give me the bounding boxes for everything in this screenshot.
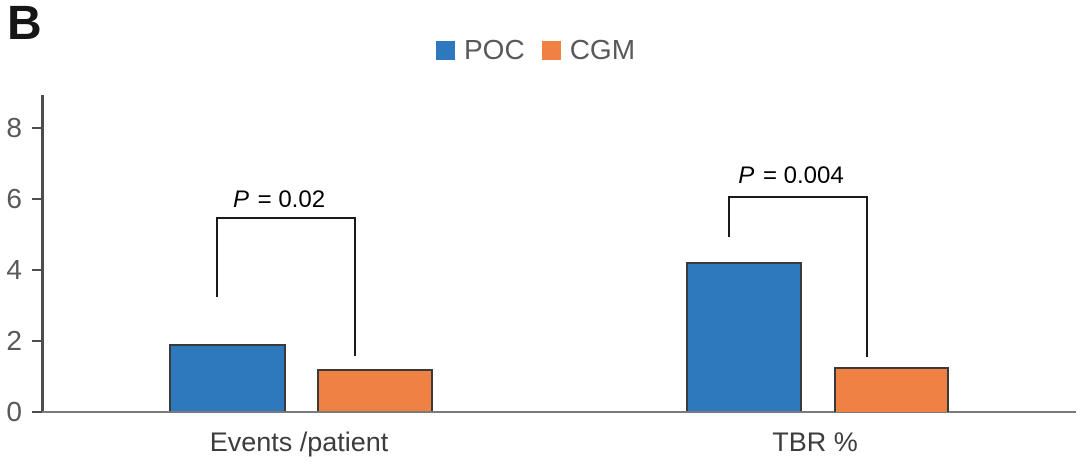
- y-axis-tick-label: 0: [6, 395, 22, 427]
- significance-bracket-hline: [728, 196, 868, 198]
- y-axis-tick-label: 4: [6, 253, 22, 285]
- p-value-italic-p: P: [738, 162, 755, 189]
- p-value-italic-p: P: [232, 186, 249, 213]
- significance-bracket-left-leg: [216, 217, 218, 297]
- significance-bracket-right-leg: [866, 196, 868, 357]
- y-axis-tick: [32, 126, 42, 129]
- y-axis-tick-label: 2: [6, 324, 22, 356]
- bar-poc-1: [686, 262, 802, 412]
- legend-swatch-cgm: [541, 40, 561, 60]
- bar-poc-0: [169, 344, 286, 412]
- legend-label-cgm: CGM: [569, 34, 636, 65]
- legend-item-cgm: CGM: [541, 34, 636, 65]
- x-axis-category-label: Events /patient: [209, 427, 389, 457]
- y-axis-tick: [32, 339, 42, 342]
- bar-cgm-1: [834, 367, 949, 412]
- bar-cgm-0: [317, 368, 433, 412]
- y-axis-tick-label: 6: [6, 182, 22, 214]
- p-value-label: P = 0.004: [738, 162, 844, 189]
- legend-swatch-poc: [436, 40, 455, 60]
- significance-bracket-hline: [216, 217, 356, 219]
- significance-bracket-left-leg: [728, 196, 730, 237]
- y-axis-tick: [32, 410, 42, 413]
- y-axis-tick: [32, 197, 42, 200]
- legend-item-poc: POC: [436, 36, 525, 64]
- legend-label-poc: POC: [464, 34, 525, 65]
- y-axis-tick: [32, 268, 42, 271]
- x-axis-category-label: TBR %: [772, 427, 858, 457]
- x-axis-baseline: [41, 410, 1076, 413]
- panel-letter-label: B: [7, 0, 42, 50]
- y-axis-tick-label: 8: [6, 111, 22, 143]
- significance-bracket-right-leg: [354, 217, 356, 356]
- legend: POC CGM: [436, 36, 652, 64]
- p-value-label: P = 0.02: [232, 186, 326, 213]
- y-axis-line: [41, 95, 44, 413]
